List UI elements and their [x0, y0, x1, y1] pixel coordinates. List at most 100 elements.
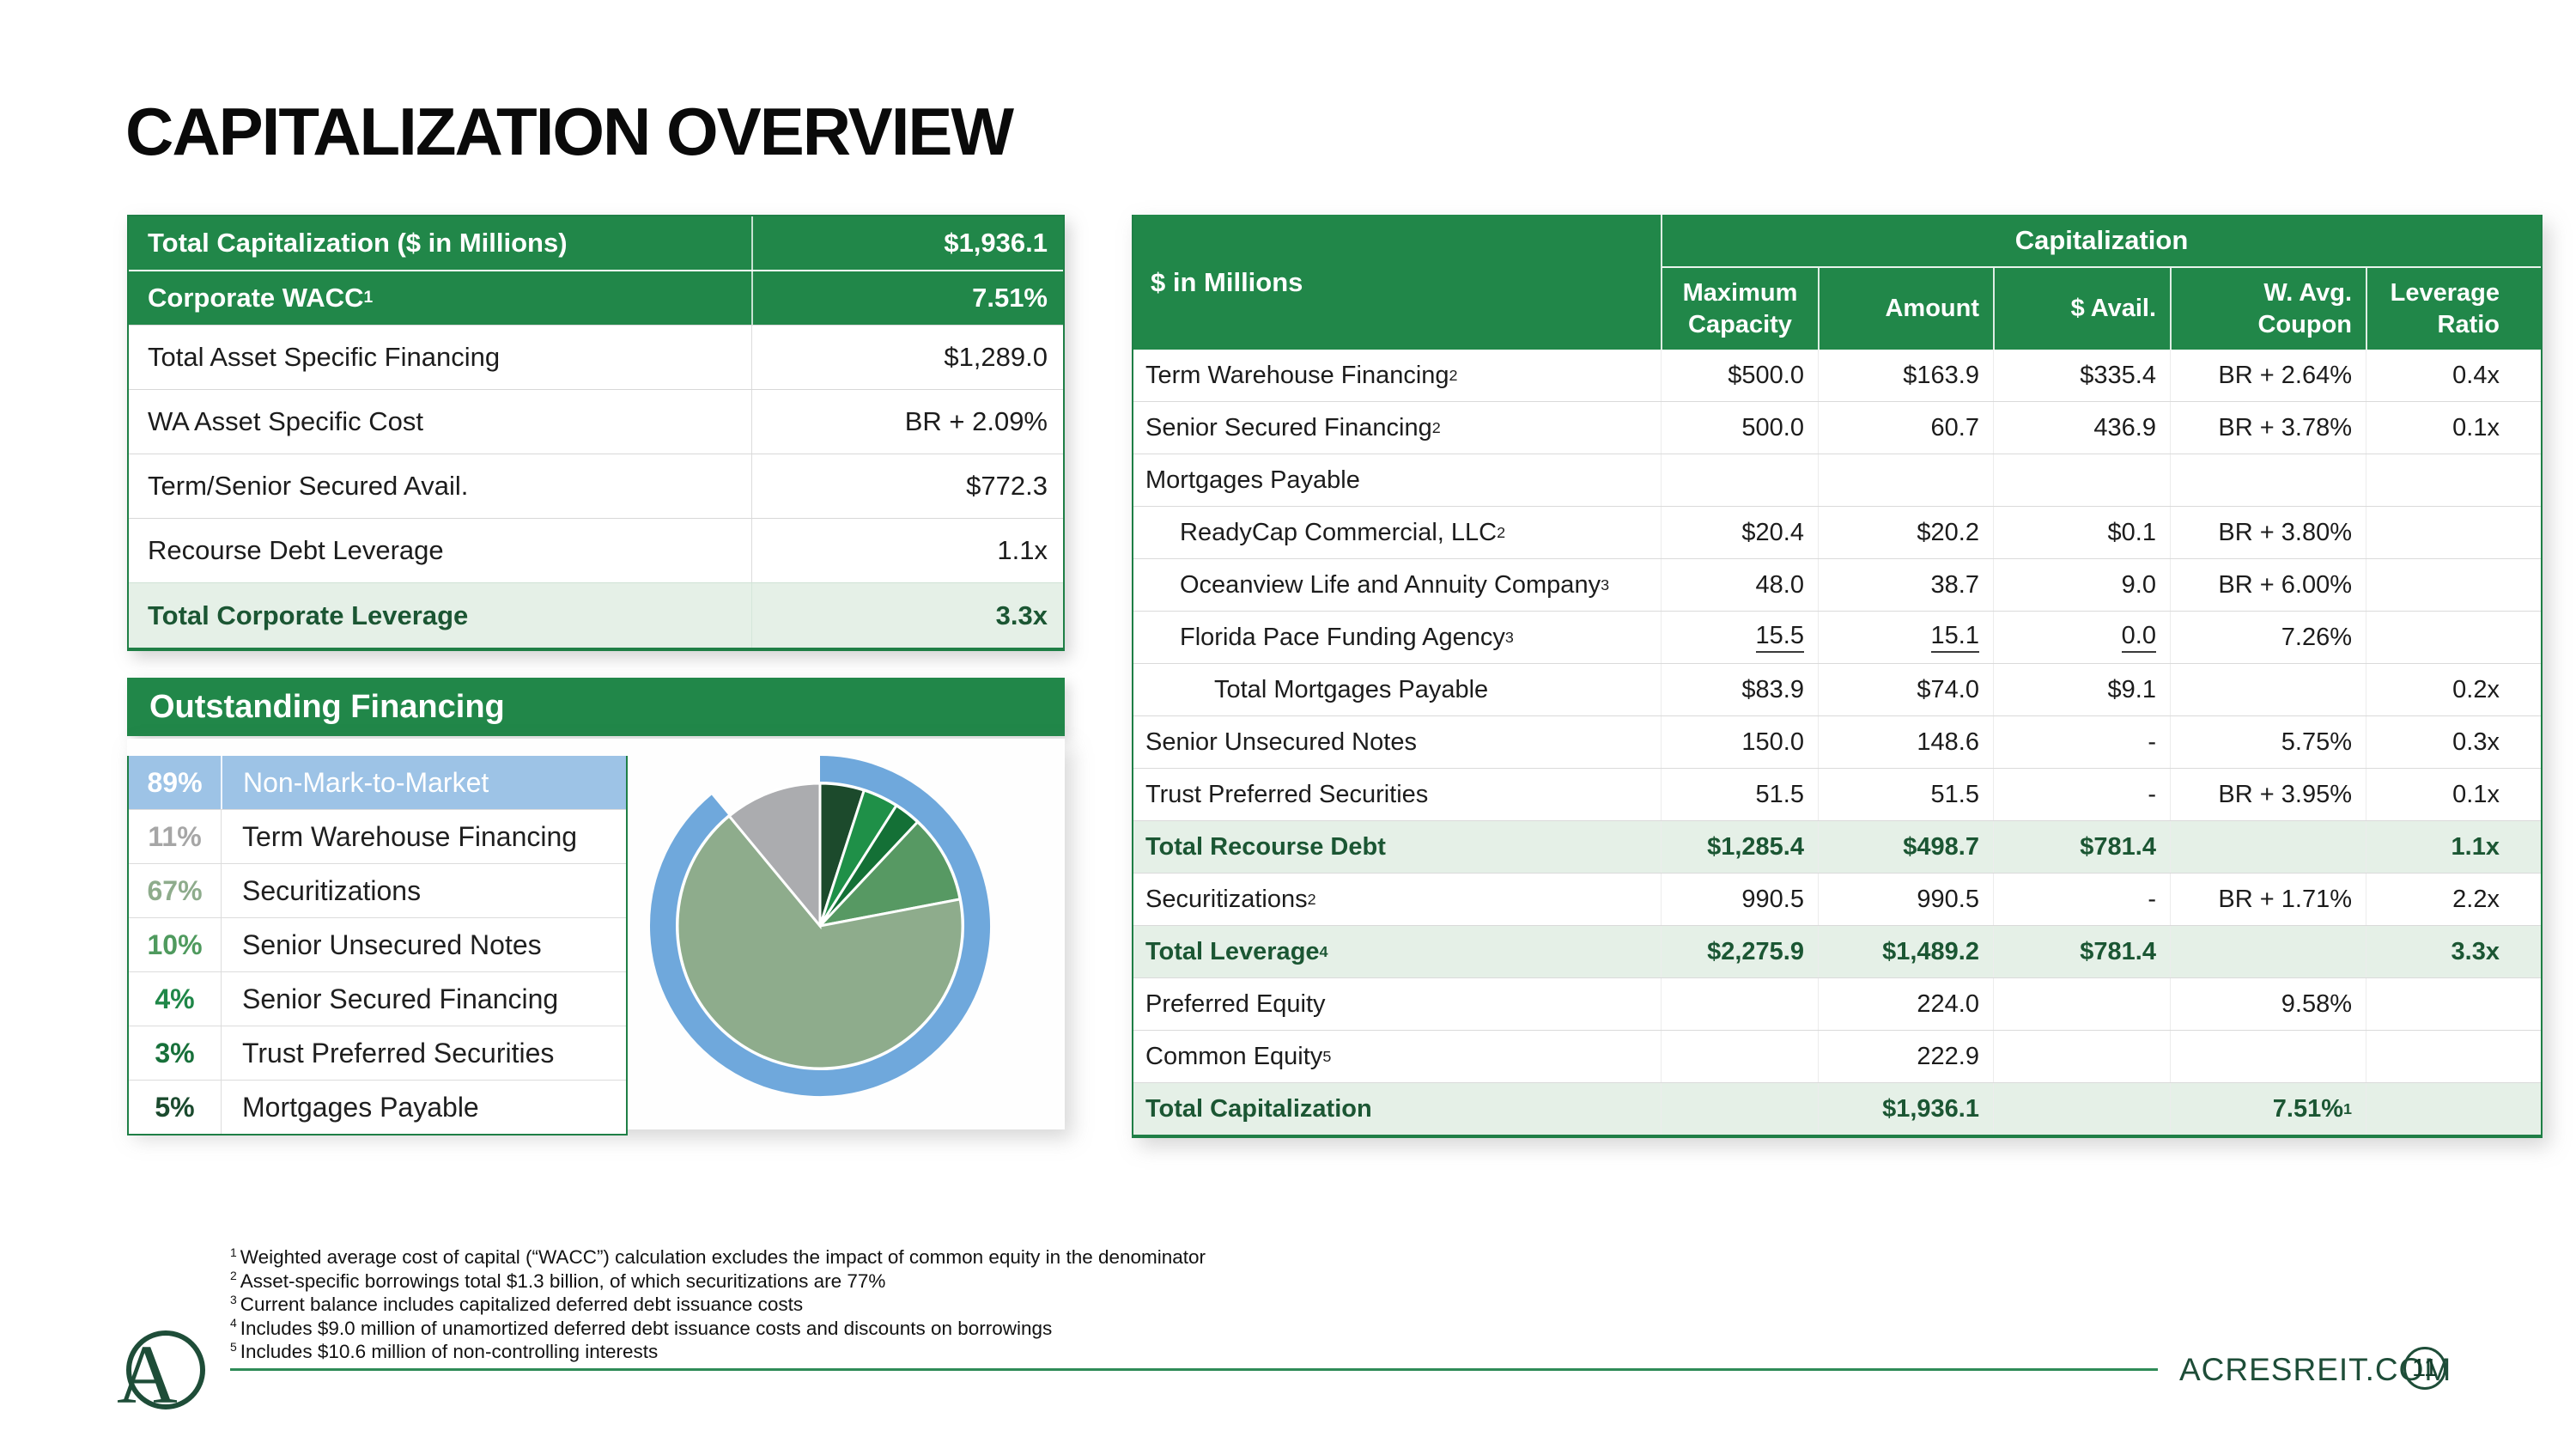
- cap-table-row: Trust Preferred Securities51.551.5-BR + …: [1133, 768, 2541, 820]
- cap-row-value: 0.1x: [2366, 769, 2541, 820]
- cap-row-value: 9.58%: [2170, 978, 2366, 1030]
- cap-row-label: Trust Preferred Securities: [1133, 769, 1661, 820]
- summary-row-value: $772.3: [751, 454, 1063, 518]
- cap-table-row: Oceanview Life and Annuity Company 348.0…: [1133, 558, 2541, 611]
- summary-row-label: Total Corporate Leverage: [129, 583, 751, 648]
- outstanding-financing-title: Outstanding Financing: [149, 689, 505, 726]
- cap-row-value: [1661, 978, 1818, 1030]
- cap-table-row: Total Mortgages Payable$83.9$74.0$9.10.2…: [1133, 663, 2541, 715]
- legend-row: 5%Mortgages Payable: [129, 1080, 626, 1134]
- cap-row-value: $498.7: [1818, 821, 1993, 873]
- cap-row-value: $74.0: [1818, 664, 1993, 715]
- cap-row-value: 51.5: [1818, 769, 1993, 820]
- cap-row-value: 150.0: [1661, 716, 1818, 768]
- cap-table-row: Total Recourse Debt$1,285.4$498.7$781.41…: [1133, 820, 2541, 873]
- cap-row-value: $83.9: [1661, 664, 1818, 715]
- cap-row-value: [1993, 454, 2170, 506]
- cap-row-value: [1993, 978, 2170, 1030]
- cap-row-value: $0.1: [1993, 507, 2170, 558]
- legend-percent: 11%: [129, 810, 221, 863]
- cap-row-value: [1661, 1083, 1818, 1135]
- cap-table-row: Senior Unsecured Notes150.0148.6-5.75%0.…: [1133, 715, 2541, 768]
- cap-row-label: Total Recourse Debt: [1133, 821, 1661, 873]
- cap-table-row: ReadyCap Commercial, LLC 2$20.4$20.2$0.1…: [1133, 506, 2541, 558]
- cap-table-row: Securitizations 2990.5990.5-BR + 1.71%2.…: [1133, 873, 2541, 925]
- cap-row-value: 51.5: [1661, 769, 1818, 820]
- cap-row-value: 990.5: [1818, 874, 1993, 925]
- summary-row-value: 1.1x: [751, 519, 1063, 582]
- cap-row-value: [2366, 1031, 2541, 1082]
- legend-label: Securitizations: [221, 864, 626, 917]
- cap-row-value: $335.4: [1993, 350, 2170, 401]
- cap-row-value: [2366, 1083, 2541, 1135]
- summary-row: Recourse Debt Leverage1.1x: [129, 518, 1063, 582]
- cap-row-value: 60.7: [1818, 402, 1993, 454]
- cap-row-label: Total Leverage 4: [1133, 926, 1661, 977]
- summary-row: WA Asset Specific CostBR + 2.09%: [129, 389, 1063, 454]
- cap-row-label: Senior Secured Financing 2: [1133, 402, 1661, 454]
- underlined-value: 0.0: [2122, 622, 2156, 653]
- legend-row: 10%Senior Unsecured Notes: [129, 917, 626, 971]
- summary-row-label: WA Asset Specific Cost: [129, 390, 751, 454]
- legend-row: 67%Securitizations: [129, 863, 626, 917]
- summary-row-label: Recourse Debt Leverage: [129, 519, 751, 582]
- cap-row-value: [2170, 664, 2366, 715]
- footnote: 4Includes $9.0 million of unamortized de…: [230, 1317, 1206, 1341]
- summary-row-value: 3.3x: [751, 583, 1063, 648]
- cap-table-row: Senior Secured Financing 2500.060.7436.9…: [1133, 401, 2541, 454]
- cap-row-value: 3.3x: [2366, 926, 2541, 977]
- cap-row-value: BR + 3.78%: [2170, 402, 2366, 454]
- summary-row-label: Term/Senior Secured Avail.: [129, 454, 751, 518]
- cap-row-value: 500.0: [1661, 402, 1818, 454]
- legend-percent: 10%: [129, 918, 221, 971]
- pie-svg: [605, 711, 1035, 1141]
- legend-row: 3%Trust Preferred Securities: [129, 1026, 626, 1080]
- summary-table: Total Capitalization ($ in Millions)$1,9…: [127, 215, 1065, 651]
- summary-row-value: $1,936.1: [751, 216, 1063, 270]
- cap-row-value: 2.2x: [2366, 874, 2541, 925]
- cap-row-value: 7.26%: [2170, 612, 2366, 663]
- summary-row: Corporate WACC 17.51%: [129, 271, 1063, 325]
- legend-percent: 4%: [129, 972, 221, 1026]
- cap-row-value: [2170, 926, 2366, 977]
- capitalization-table: $ in Millions Capitalization Maximum Cap…: [1132, 215, 2543, 1138]
- capitalization-table-body: Term Warehouse Financing 2$500.0$163.9$3…: [1133, 350, 2541, 1135]
- footer-divider: [230, 1368, 2158, 1371]
- legend-row: 4%Senior Secured Financing: [129, 971, 626, 1026]
- cap-row-value: $20.4: [1661, 507, 1818, 558]
- footnote: 1Weighted average cost of capital (“WACC…: [230, 1245, 1206, 1269]
- summary-row-value: BR + 2.09%: [751, 390, 1063, 454]
- cap-row-value: [2366, 978, 2541, 1030]
- cap-row-value: -: [1993, 769, 2170, 820]
- cap-table-row: Mortgages Payable: [1133, 454, 2541, 506]
- page-number: 11: [2412, 1355, 2438, 1383]
- column-header-avail: $ Avail.: [1993, 268, 2170, 350]
- cap-row-value: [2170, 821, 2366, 873]
- cap-row-value: [1993, 1031, 2170, 1082]
- footnotes: 1Weighted average cost of capital (“WACC…: [230, 1245, 1206, 1364]
- footnote: 2Asset-specific borrowings total $1.3 bi…: [230, 1269, 1206, 1294]
- group-header: Capitalization: [1661, 215, 2541, 268]
- cap-row-value: BR + 2.64%: [2170, 350, 2366, 401]
- cap-row-value: [2170, 454, 2366, 506]
- cap-row-label: Common Equity 5: [1133, 1031, 1661, 1082]
- cap-row-value: 990.5: [1661, 874, 1818, 925]
- cap-row-label: Florida Pace Funding Agency 3: [1133, 612, 1661, 663]
- cap-row-value: BR + 3.80%: [2170, 507, 2366, 558]
- summary-row: Total Corporate Leverage3.3x: [129, 582, 1063, 648]
- cap-row-value: $163.9: [1818, 350, 1993, 401]
- cap-row-value: 7.51% 1: [2170, 1083, 2366, 1135]
- cap-row-label: Total Capitalization: [1133, 1083, 1661, 1135]
- cap-row-value: [1818, 454, 1993, 506]
- cap-row-value: [1993, 1083, 2170, 1135]
- cap-row-value: 224.0: [1818, 978, 1993, 1030]
- summary-row-value: 7.51%: [751, 271, 1063, 325]
- legend-label: Mortgages Payable: [221, 1081, 626, 1134]
- legend-percent: 5%: [129, 1081, 221, 1134]
- cap-table-row: Total Leverage 4$2,275.9$1,489.2$781.43.…: [1133, 925, 2541, 977]
- cap-row-value: 0.2x: [2366, 664, 2541, 715]
- column-header-leverage-ratio: Leverage Ratio: [2366, 268, 2541, 350]
- cap-row-value: BR + 1.71%: [2170, 874, 2366, 925]
- cap-row-value: [1661, 454, 1818, 506]
- legend-row: 89%Non-Mark-to-Market: [129, 756, 626, 809]
